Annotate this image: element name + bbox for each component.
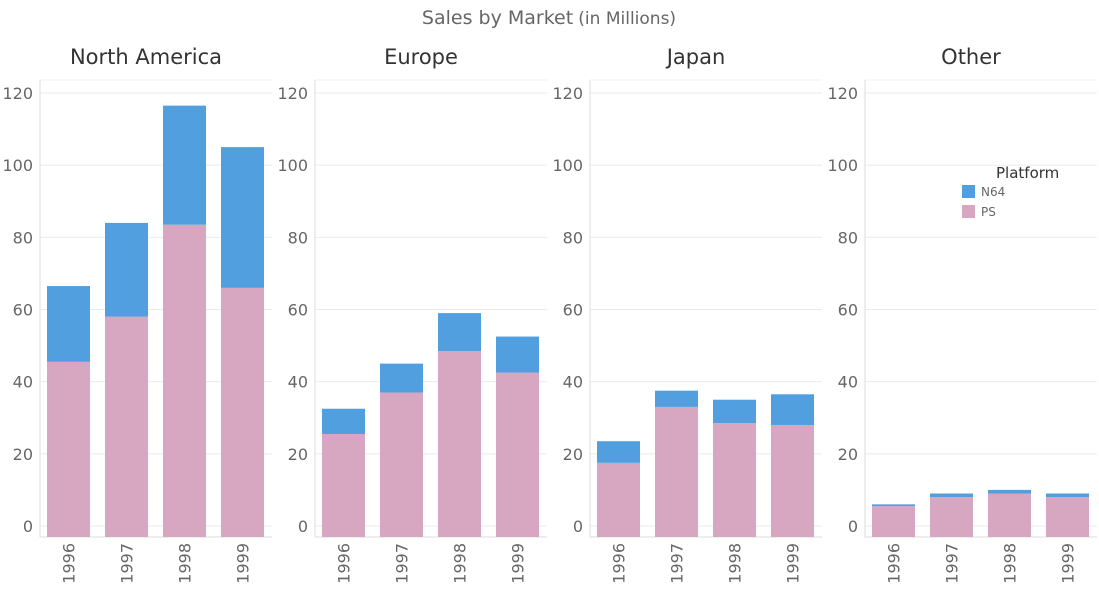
legend-swatch-ps xyxy=(962,205,975,218)
y-tick-label: 40 xyxy=(563,373,583,392)
y-tick-label: 120 xyxy=(2,84,33,103)
x-tick-label: 1999 xyxy=(234,543,253,584)
bar-europe-1998-n64 xyxy=(438,313,481,351)
y-tick-label: 100 xyxy=(277,156,308,175)
bar-japan-1996-n64 xyxy=(597,441,640,463)
bar-europe-1996-n64 xyxy=(322,408,365,434)
y-tick-label: 60 xyxy=(13,301,33,320)
bar-japan-1997-ps xyxy=(655,406,698,537)
y-tick-label: 100 xyxy=(2,156,33,175)
bar-north-america-1997-ps xyxy=(105,316,148,537)
y-tick-label: 0 xyxy=(573,517,583,536)
y-tick-label: 40 xyxy=(288,373,308,392)
panel-other: Other 0 20 40 60 80 100 120 1996 1997 1998 1999 xyxy=(827,45,1097,584)
panel-europe: Europe 0 20 40 60 80 100 120 1996 1997 1998 1999 xyxy=(277,45,547,584)
x-tick-label: 1996 xyxy=(60,543,79,584)
bar-other-1999-n64 xyxy=(1046,493,1089,498)
y-tick-label: 80 xyxy=(563,228,583,247)
y-tick-label: 120 xyxy=(277,84,308,103)
bar-japan-1998-ps xyxy=(713,423,756,537)
y-tick-label: 20 xyxy=(838,445,858,464)
bar-japan-1996-ps xyxy=(597,462,640,537)
y-tick-label: 120 xyxy=(552,84,583,103)
x-tick-label: 1998 xyxy=(176,543,195,584)
bar-japan-1997-n64 xyxy=(655,390,698,407)
bar-north-america-1998-n64 xyxy=(163,105,206,225)
bar-japan-1999-ps xyxy=(771,424,814,537)
panel-title-north-america: North America xyxy=(70,45,222,69)
x-tick-label: 1997 xyxy=(393,543,412,584)
y-tick-label: 100 xyxy=(552,156,583,175)
y-tick-label: 60 xyxy=(288,301,308,320)
bar-other-1998-n64 xyxy=(988,489,1031,494)
x-tick-label: 1999 xyxy=(1059,543,1078,584)
bar-north-america-1999-ps xyxy=(221,287,264,537)
panel-title-other: Other xyxy=(941,45,1001,69)
bar-europe-1997-ps xyxy=(380,392,423,537)
y-tick-label: 20 xyxy=(288,445,308,464)
panels: North America 0 20 40 60 80 100 120 1996 1997 1998… xyxy=(2,45,1097,584)
y-tick-label: 80 xyxy=(838,228,858,247)
bar-europe-1996-ps xyxy=(322,433,365,537)
bar-europe-1997-n64 xyxy=(380,363,423,393)
x-tick-label: 1997 xyxy=(118,543,137,584)
y-tick-label: 100 xyxy=(827,156,858,175)
y-tick-label: 0 xyxy=(848,517,858,536)
bar-north-america-1996-ps xyxy=(47,361,90,537)
y-tick-label: 0 xyxy=(298,517,308,536)
chart-title: Sales by Market (in Millions) xyxy=(422,7,676,29)
x-tick-label: 1997 xyxy=(668,543,687,584)
bar-other-1997-n64 xyxy=(930,493,973,498)
legend: Platform N64 PS xyxy=(962,164,1059,219)
x-tick-label: 1999 xyxy=(509,543,528,584)
bar-europe-1999-n64 xyxy=(496,336,539,373)
panel-japan: Japan 0 20 40 60 80 100 120 1996 1997 1998 1999 xyxy=(552,45,822,584)
bar-other-1996-ps xyxy=(872,506,915,537)
bar-europe-1998-ps xyxy=(438,350,481,537)
bar-europe-1999-ps xyxy=(496,372,539,537)
bar-other-1996-n64 xyxy=(872,504,915,507)
chart-title-suffix: (in Millions) xyxy=(578,9,676,29)
y-tick-label: 80 xyxy=(13,228,33,247)
x-tick-label: 1996 xyxy=(610,543,629,584)
panel-title-europe: Europe xyxy=(384,45,458,69)
y-tick-label: 20 xyxy=(563,445,583,464)
x-tick-label: 1997 xyxy=(943,543,962,584)
y-tick-label: 0 xyxy=(23,517,33,536)
legend-label-n64: N64 xyxy=(981,185,1005,199)
x-tick-label: 1999 xyxy=(784,543,803,584)
bar-other-1997-ps xyxy=(930,497,973,537)
y-tick-label: 60 xyxy=(563,301,583,320)
bar-north-america-1999-n64 xyxy=(221,147,264,288)
bar-north-america-1996-n64 xyxy=(47,286,90,362)
panel-title-japan: Japan xyxy=(665,45,726,69)
bar-japan-1998-n64 xyxy=(713,399,756,424)
x-tick-label: 1998 xyxy=(1001,543,1020,584)
y-tick-label: 20 xyxy=(13,445,33,464)
legend-label-ps: PS xyxy=(981,205,996,219)
chart-title-main: Sales by Market xyxy=(422,7,573,29)
y-tick-label: 40 xyxy=(13,373,33,392)
bar-north-america-1997-n64 xyxy=(105,222,148,317)
bar-north-america-1998-ps xyxy=(163,224,206,537)
y-tick-label: 40 xyxy=(838,373,858,392)
y-tick-label: 80 xyxy=(288,228,308,247)
bar-other-1999-ps xyxy=(1046,497,1089,537)
x-tick-label: 1998 xyxy=(451,543,470,584)
bar-japan-1999-n64 xyxy=(771,394,814,425)
x-tick-label: 1998 xyxy=(726,543,745,584)
legend-title: Platform xyxy=(996,164,1059,182)
legend-swatch-n64 xyxy=(962,185,975,198)
panel-north-america: North America 0 20 40 60 80 100 120 1996 1997 1998… xyxy=(2,45,272,584)
x-tick-label: 1996 xyxy=(885,543,904,584)
bar-other-1998-ps xyxy=(988,493,1031,537)
x-tick-label: 1996 xyxy=(335,543,354,584)
y-tick-label: 120 xyxy=(827,84,858,103)
y-tick-label: 60 xyxy=(838,301,858,320)
